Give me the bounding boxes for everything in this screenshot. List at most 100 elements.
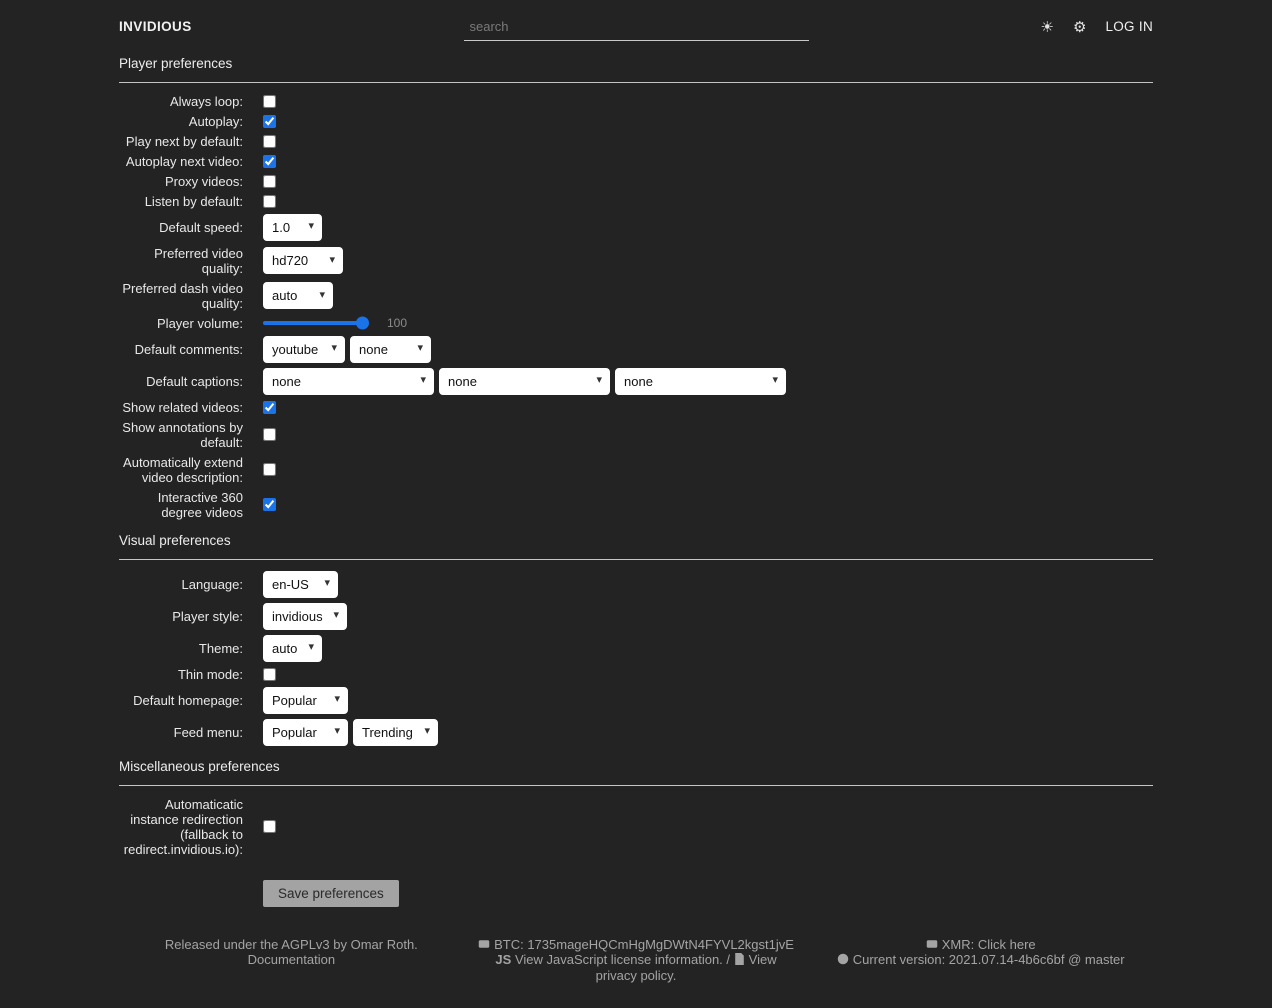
annotations-control xyxy=(263,427,1153,442)
proxy-videos-checkbox[interactable] xyxy=(263,174,276,188)
play-next-label: Play next by default: xyxy=(125,133,243,149)
theme-select[interactable]: auto xyxy=(263,634,322,662)
pref-row-theme: Theme: auto xyxy=(119,634,1153,662)
pref-row-proxy-videos: Proxy videos: xyxy=(119,174,1153,189)
theme-control: auto xyxy=(263,634,1153,662)
feed-menu-first-select-wrap: Popular xyxy=(263,718,348,746)
footer-license-text: Released under the AGPLv3 by Omar Roth. xyxy=(164,936,418,952)
pref-row-autoplay: Autoplay: xyxy=(119,114,1153,129)
comments-second-select-wrap: none xyxy=(350,335,431,363)
feed-menu-second-select-wrap: Trending xyxy=(353,718,438,746)
pref-row-dash-quality: Preferred dash video quality: auto xyxy=(119,281,1153,311)
autoplay-next-control xyxy=(263,154,1153,169)
player-volume-control: 100 xyxy=(263,316,1153,331)
feed-menu-second-select[interactable]: Trending xyxy=(353,718,438,746)
btc-coin-icon xyxy=(478,939,490,948)
comments-first-select-wrap: youtube xyxy=(263,335,345,363)
pref-row-thin-mode: Thin mode: xyxy=(119,667,1153,682)
video-quality-label: Preferred video quality: xyxy=(154,245,243,276)
video-quality-select[interactable]: hd720 xyxy=(263,247,343,275)
annotations-checkbox[interactable] xyxy=(263,428,276,442)
header-left: INVIDIOUS xyxy=(119,19,464,36)
related-videos-control xyxy=(263,400,1153,415)
comments-first-select[interactable]: youtube xyxy=(263,335,345,363)
auto-redirect-checkbox[interactable] xyxy=(263,820,276,834)
thin-mode-checkbox[interactable] xyxy=(263,667,276,681)
language-select-wrap: en-US xyxy=(263,570,338,598)
comments-second-select[interactable]: none xyxy=(350,335,431,363)
player-volume-slider-thumb[interactable] xyxy=(356,316,369,330)
default-captions-control: none none none xyxy=(263,367,1153,395)
save-preferences-button[interactable]: Save preferences xyxy=(263,879,399,907)
autoplay-next-checkbox[interactable] xyxy=(263,154,276,168)
listen-by-default-label: Listen by default: xyxy=(144,193,243,209)
play-next-checkbox[interactable] xyxy=(263,134,276,148)
listen-by-default-checkbox[interactable] xyxy=(263,194,276,208)
logo-link[interactable]: INVIDIOUS xyxy=(119,19,192,35)
captions-first-select[interactable]: none xyxy=(263,367,434,395)
always-loop-label: Always loop: xyxy=(170,93,243,109)
feed-menu-control: Popular Trending xyxy=(263,718,1153,746)
default-homepage-control: Popular xyxy=(263,686,1153,714)
xmr-link[interactable]: Click here xyxy=(977,936,1036,952)
section-title-miscellaneous-preferences: Miscellaneous preferences xyxy=(119,759,1153,786)
dash-quality-select-wrap: auto xyxy=(263,282,333,310)
pref-row-autoplay-next: Autoplay next video: xyxy=(119,154,1153,169)
language-select[interactable]: en-US xyxy=(263,570,338,598)
footer-donate-column: BTC: 1735mageHQCmHgMgDWtN4FYVL2kgst1jvE … xyxy=(464,937,809,984)
pref-row-always-loop: Always loop: xyxy=(119,94,1153,109)
xmr-label: XMR: xyxy=(941,936,978,952)
player-style-control: invidious xyxy=(263,602,1153,630)
default-homepage-select[interactable]: Popular xyxy=(263,686,348,714)
captions-third-select[interactable]: none xyxy=(615,367,786,395)
related-videos-checkbox[interactable] xyxy=(263,400,276,414)
always-loop-control xyxy=(263,94,1153,109)
btc-address-text: BTC: 1735mageHQCmHgMgDWtN4FYVL2kgst1jvE xyxy=(494,936,794,952)
default-comments-control: youtube none xyxy=(263,335,1153,363)
autoplay-label: Autoplay: xyxy=(188,113,243,129)
privacy-policy-link[interactable]: View privacy policy. xyxy=(595,952,777,983)
always-loop-checkbox[interactable] xyxy=(263,94,276,108)
interactive-360-label: Interactive 360 degree videos xyxy=(157,489,243,520)
related-videos-label: Show related videos: xyxy=(122,399,243,415)
gear-icon[interactable]: ⚙ xyxy=(1072,19,1087,36)
extend-description-control xyxy=(263,462,1153,477)
annotations-label: Show annotations by default: xyxy=(122,419,243,450)
current-version-text: Current version: 2021.07.14-4b6c6bf @ ma… xyxy=(852,952,1125,968)
documentation-link[interactable]: Documentation xyxy=(247,952,336,968)
default-speed-label: Default speed: xyxy=(159,219,243,235)
search-input[interactable] xyxy=(463,14,809,41)
language-control: en-US xyxy=(263,570,1153,598)
pref-row-player-style: Player style: invidious xyxy=(119,602,1153,630)
captions-second-select-wrap: none xyxy=(439,367,610,395)
pref-row-annotations: Show annotations by default: xyxy=(119,420,1153,450)
auto-redirect-label: Automaticatic instance redirection (fall… xyxy=(123,796,243,857)
footer-version-column: XMR: Click here Current version: 2021.07… xyxy=(808,937,1153,984)
captions-first-select-wrap: none xyxy=(263,367,434,395)
feed-menu-first-select[interactable]: Popular xyxy=(263,718,348,746)
section-title-visual-preferences: Visual preferences xyxy=(119,533,1153,560)
js-license-link[interactable]: View JavaScript license information. xyxy=(514,952,723,968)
extend-description-checkbox[interactable] xyxy=(263,463,276,477)
interactive-360-checkbox[interactable] xyxy=(263,498,276,512)
default-speed-control: 1.0 xyxy=(263,213,1153,241)
listen-by-default-control xyxy=(263,194,1153,209)
footer: Released under the AGPLv3 by Omar Roth. … xyxy=(119,937,1153,1002)
pref-row-player-volume: Player volume: 100 xyxy=(119,316,1153,331)
extend-description-label: Automatically extend video description: xyxy=(123,454,243,485)
xmr-coin-icon xyxy=(926,939,937,948)
sun-icon[interactable]: ☀ xyxy=(1040,19,1054,36)
footer-separator: / xyxy=(722,952,734,968)
dash-quality-select[interactable]: auto xyxy=(263,282,333,310)
captions-second-select[interactable]: none xyxy=(439,367,610,395)
github-icon xyxy=(837,953,848,965)
proxy-videos-control xyxy=(263,174,1153,189)
autoplay-next-label: Autoplay next video: xyxy=(125,153,243,169)
login-link[interactable]: LOG IN xyxy=(1105,19,1153,35)
player-volume-slider[interactable] xyxy=(263,316,369,330)
pref-row-default-comments: Default comments: youtube none xyxy=(119,335,1153,363)
default-speed-select[interactable]: 1.0 xyxy=(263,213,322,241)
autoplay-checkbox[interactable] xyxy=(263,114,276,128)
player-style-select[interactable]: invidious xyxy=(263,602,347,630)
pref-row-play-next: Play next by default: xyxy=(119,134,1153,149)
